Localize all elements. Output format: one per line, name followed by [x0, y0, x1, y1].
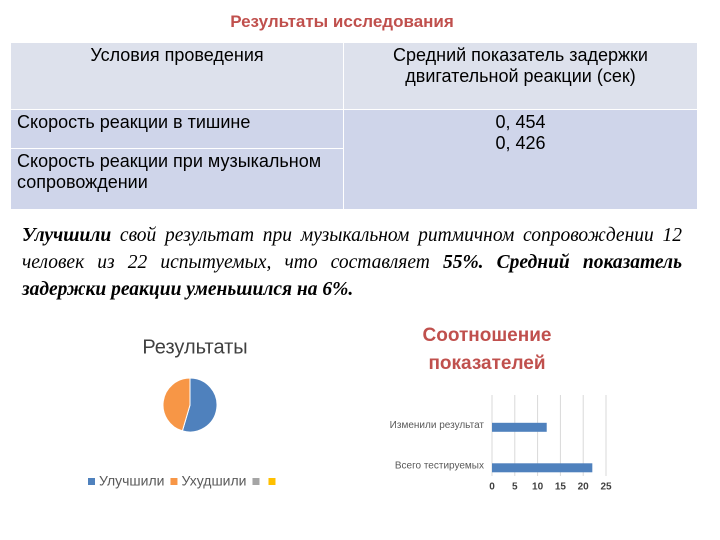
legend-label: Улучшили — [99, 473, 164, 489]
x-tick-label: 20 — [578, 482, 590, 493]
results-table: Условия проведения Средний показатель зад… — [10, 42, 698, 210]
legend-marker — [170, 478, 178, 485]
values-cell: 0, 454 0, 426 — [343, 109, 698, 210]
cell: 0, 454 — [495, 112, 546, 132]
legend-marker — [268, 478, 276, 485]
cell: Скорость реакции в тишине — [10, 109, 344, 149]
bar — [492, 463, 593, 473]
cell: Скорость реакции при музыкальном сопрово… — [10, 148, 344, 210]
text: Улучшили — [22, 225, 112, 246]
legend-marker — [88, 478, 95, 485]
pie-slice — [162, 377, 191, 432]
x-tick-label: 0 — [489, 482, 495, 493]
y-tick-label: Изменили результат — [390, 420, 485, 431]
text: 55%. Средний показатель задержки реакции… — [22, 252, 682, 300]
y-tick-label: Всего тестируемых — [395, 460, 484, 471]
legend-marker — [252, 478, 260, 485]
x-tick-label: 5 — [512, 482, 518, 493]
text: свой результат при музыкальном ритмичном… — [22, 225, 682, 273]
x-tick-label: 10 — [532, 482, 544, 493]
slide-title: Результаты исследования — [230, 12, 454, 31]
bar-title: Соотношение показателей — [423, 325, 552, 374]
x-tick-label: 25 — [600, 482, 612, 493]
pie-title: Результаты — [142, 336, 247, 358]
x-tick-label: 15 — [555, 482, 567, 493]
header-cell: Средний показатель задержки двигательной… — [343, 42, 698, 110]
paragraph: Улучшили свой результат при музыкальном … — [22, 222, 682, 303]
bar — [492, 422, 547, 432]
cell: 0, 426 — [495, 133, 546, 153]
pie-slice — [181, 377, 218, 433]
header-cell: Условия проведения — [10, 42, 344, 110]
legend-label: Ухудшили — [181, 473, 246, 489]
